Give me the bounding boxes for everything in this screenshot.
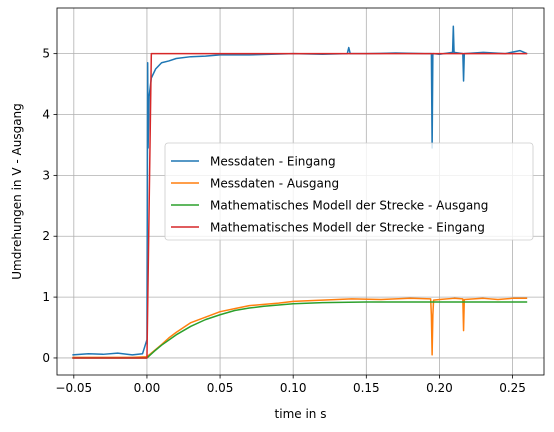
y-tick-label: 4 bbox=[42, 108, 50, 122]
x-axis-label: time in s bbox=[275, 407, 327, 421]
x-tick-label: 0.25 bbox=[499, 381, 526, 395]
legend-entry-4: Mathematisches Modell der Strecke - Eing… bbox=[210, 221, 485, 235]
y-axis-label: Umdrehungen in V - Ausgang bbox=[10, 103, 24, 280]
y-axis: 0 1 2 3 4 5 bbox=[42, 47, 57, 365]
series-line-4 bbox=[72, 52, 528, 359]
x-tick-label: −0.05 bbox=[55, 381, 92, 395]
series-line-3 bbox=[72, 301, 528, 359]
x-axis: −0.05 0.00 0.05 0.10 0.15 0.20 0.25 bbox=[55, 375, 526, 395]
x-tick-label: 0.15 bbox=[353, 381, 380, 395]
series-layer bbox=[72, 25, 528, 359]
x-tick-label: 0.00 bbox=[134, 381, 161, 395]
axes-frame bbox=[56, 7, 545, 376]
y-tick-label: 1 bbox=[42, 290, 50, 304]
legend-entry-2: Messdaten - Ausgang bbox=[210, 177, 339, 191]
series-line-2 bbox=[72, 297, 528, 359]
legend-entry-3: Mathematisches Modell der Strecke - Ausg… bbox=[210, 199, 488, 213]
x-tick-label: 0.20 bbox=[426, 381, 453, 395]
y-tick-label: 2 bbox=[42, 229, 50, 243]
y-tick-label: 5 bbox=[42, 47, 50, 61]
x-tick-label: 0.10 bbox=[280, 381, 307, 395]
legend: Messdaten - Eingang Messdaten - Ausgang Ma… bbox=[164, 142, 534, 241]
legend-entry-1: Messdaten - Eingang bbox=[210, 155, 336, 169]
x-tick-label: 0.05 bbox=[207, 381, 234, 395]
legend-box bbox=[164, 142, 534, 241]
y-tick-label: 0 bbox=[42, 351, 50, 365]
y-tick-label: 3 bbox=[42, 168, 50, 182]
